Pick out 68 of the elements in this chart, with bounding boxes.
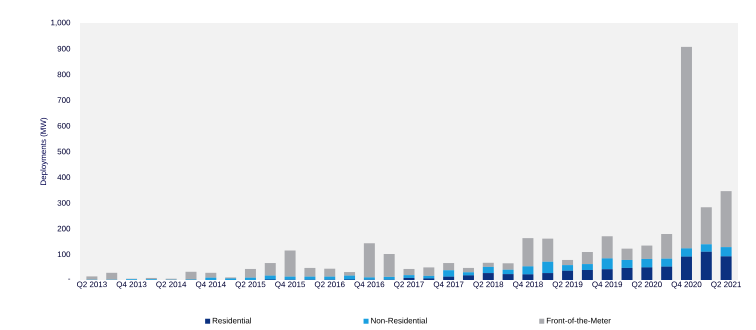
bar [304, 276, 316, 280]
bar [700, 252, 712, 280]
bar [680, 256, 692, 280]
bar [502, 270, 514, 274]
bar [443, 270, 454, 277]
bar [443, 263, 454, 270]
bar [304, 268, 316, 277]
bar [522, 266, 534, 274]
bar [364, 277, 375, 280]
bar [562, 270, 574, 280]
bar [661, 234, 672, 259]
bar [324, 276, 336, 280]
bar [423, 276, 434, 278]
bar [284, 276, 296, 280]
bar [522, 238, 534, 266]
bar [622, 268, 633, 280]
bar [185, 272, 196, 280]
bar [641, 258, 652, 268]
bar [522, 274, 534, 280]
bar [205, 272, 216, 278]
bar [264, 263, 276, 276]
bar [502, 274, 514, 280]
bar [700, 207, 712, 244]
bar [284, 250, 296, 277]
bar [344, 276, 356, 280]
bar [542, 262, 554, 274]
bar [582, 252, 593, 264]
bar [680, 46, 692, 248]
bar [661, 258, 672, 267]
bar [562, 260, 574, 266]
bar [423, 267, 434, 276]
bar [582, 264, 593, 270]
bar [720, 191, 732, 248]
bar [641, 246, 652, 259]
bar [562, 265, 574, 271]
bar [404, 268, 415, 276]
bar [482, 262, 494, 267]
bar [582, 270, 593, 280]
bar [622, 260, 633, 268]
bar [720, 247, 732, 256]
bar [384, 276, 395, 280]
bar [344, 272, 356, 276]
bar [542, 238, 554, 262]
bar [641, 267, 652, 280]
bar [602, 236, 613, 258]
bar [462, 272, 474, 276]
bar [622, 248, 633, 260]
bar [482, 266, 494, 274]
bar [384, 254, 395, 277]
bar [443, 276, 454, 280]
bar [264, 276, 276, 280]
bar [680, 248, 692, 257]
bar [700, 244, 712, 252]
bar [482, 273, 494, 280]
bar [244, 268, 256, 278]
bar [106, 272, 118, 280]
bar [542, 273, 554, 280]
bar [364, 243, 375, 278]
bar [86, 276, 98, 280]
bar [404, 275, 415, 278]
bar [462, 268, 474, 272]
bar [661, 266, 672, 280]
bar [324, 268, 336, 277]
bar [602, 258, 613, 270]
bar [502, 263, 514, 270]
bar [602, 269, 613, 280]
bar [462, 275, 474, 280]
bar [720, 256, 732, 280]
